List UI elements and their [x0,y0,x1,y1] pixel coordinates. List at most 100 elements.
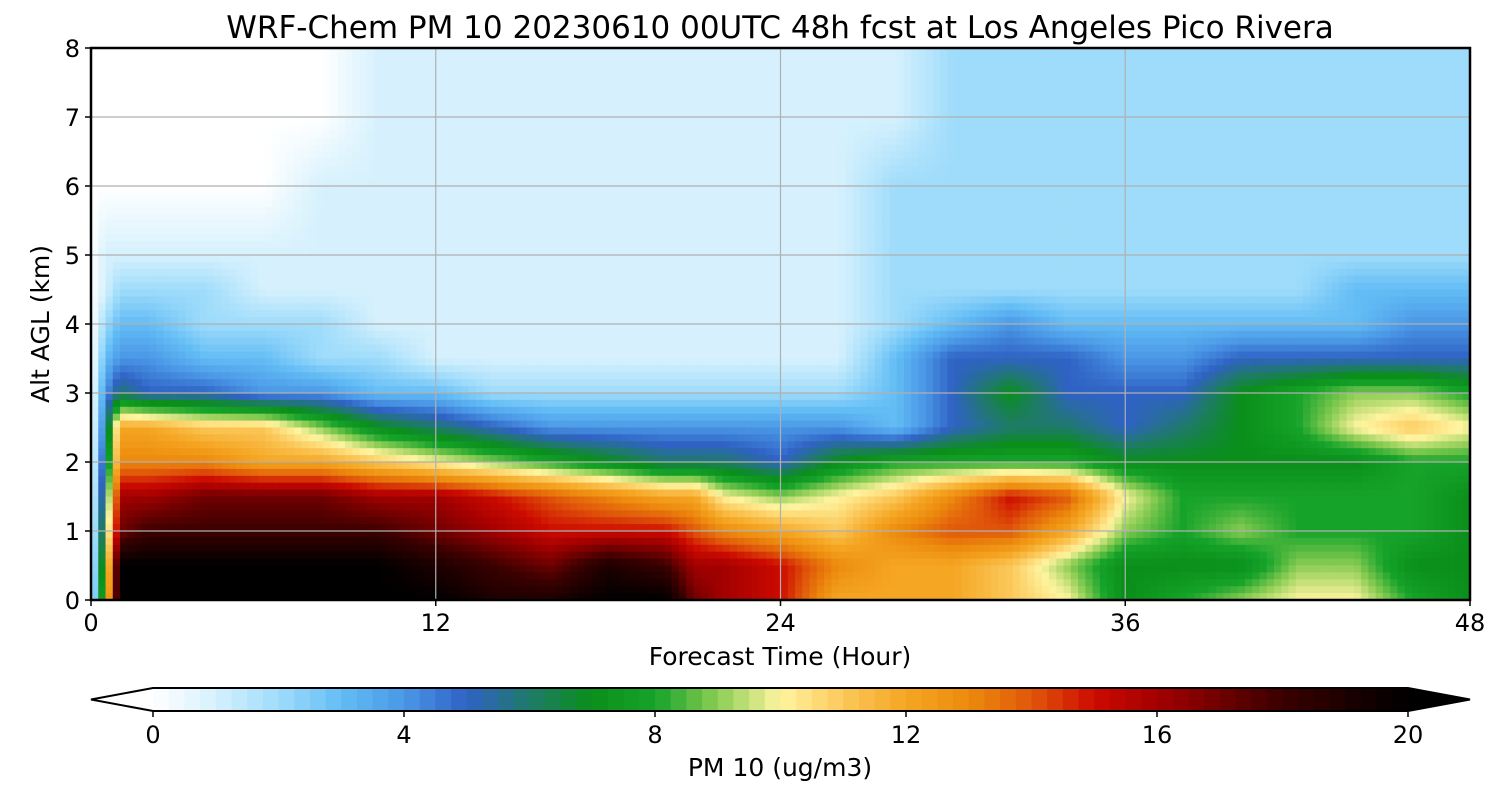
heatmap-cell [540,103,549,111]
heatmap-cell [156,144,165,153]
heatmap-cell [1346,75,1355,84]
heatmap-cell [214,172,223,180]
heatmap-cell [925,220,934,228]
heatmap-cell [1165,137,1174,146]
heatmap-cell [105,186,114,194]
heatmap-cell [446,68,455,77]
heatmap-cell [337,151,346,159]
heatmap-cell [896,89,905,97]
heatmap-cell [178,220,186,228]
heatmap-cell [1070,117,1079,125]
heatmap-cell [548,123,557,132]
heatmap-cell [635,165,644,173]
heatmap-cell [1165,68,1174,77]
heatmap-cell [1041,186,1050,194]
heatmap-cell [853,96,861,104]
heatmap-cell [1448,48,1457,56]
heatmap-cell [149,192,157,201]
heatmap-cell [686,158,695,166]
heatmap-cell [178,61,186,70]
heatmap-cell [330,144,339,153]
heatmap-cell [853,206,861,215]
heatmap-cell [1426,179,1435,187]
heatmap-cell [1063,110,1072,118]
heatmap-cell [570,213,578,222]
heatmap-cell [410,54,419,63]
heatmap-cell [1056,82,1065,90]
heatmap-cell [577,82,586,90]
heatmap-cell [838,220,847,228]
heatmap-cell [722,220,731,228]
heatmap-cell [388,61,397,70]
heatmap-cell [744,68,753,77]
heatmap-cell [940,213,949,222]
heatmap-cell [265,48,274,56]
heatmap-cell [613,186,622,194]
heatmap-cell [91,123,99,132]
heatmap-cell [228,75,237,84]
heatmap-cell [265,96,274,104]
heatmap-cell [947,206,956,215]
heatmap-cell [584,130,593,139]
heatmap-cell [1411,165,1420,173]
heatmap-cell [192,75,201,84]
heatmap-cell [664,213,673,222]
heatmap-cell [1237,75,1246,84]
heatmap-cell [664,151,673,159]
heatmap-cell [91,227,99,235]
heatmap-cell [1034,89,1043,97]
heatmap-cell [998,48,1007,56]
heatmap-cell [1078,110,1086,118]
heatmap-cell [540,89,549,97]
heatmap-cell [613,75,622,84]
heatmap-cell [628,123,636,132]
heatmap-cell [678,137,687,146]
heatmap-cell [1455,96,1464,104]
heatmap-cell [882,192,890,201]
heatmap-cell [424,123,433,132]
heatmap-cell [504,151,513,159]
heatmap-cell [1332,68,1340,77]
heatmap-cell [736,137,745,146]
heatmap-cell [1085,61,1094,70]
heatmap-cell [729,144,738,153]
heatmap-cell [715,117,724,125]
heatmap-cell [1266,130,1275,139]
heatmap-cell [1223,117,1232,125]
heatmap-cell [1157,96,1166,104]
heatmap-cell [591,172,600,180]
heatmap-cell [526,220,535,228]
heatmap-cell [889,213,898,222]
heatmap-cell [417,213,426,222]
heatmap-cell [112,158,121,166]
heatmap-cell [279,144,288,153]
heatmap-cell [976,179,985,187]
heatmap-cell [1056,179,1065,187]
heatmap-cell [635,220,644,228]
heatmap-cell [105,213,114,222]
heatmap-cell [461,75,470,84]
heatmap-cell [134,54,143,63]
heatmap-cell [816,137,825,146]
heatmap-cell [1462,192,1470,201]
heatmap-cell [882,186,890,194]
heatmap-cell [228,54,237,63]
heatmap-cell [446,75,455,84]
heatmap-cell [482,110,491,118]
heatmap-cell [577,75,586,84]
heatmap-cell [199,48,208,56]
heatmap-cell [1157,144,1166,153]
heatmap-cell [1266,172,1275,180]
heatmap-cell [990,96,999,104]
heatmap-cell [889,82,898,90]
heatmap-cell [722,123,731,132]
heatmap-cell [671,61,680,70]
heatmap-cell [642,137,651,146]
heatmap-cell [1114,220,1123,228]
heatmap-cell [1208,206,1217,215]
heatmap-cell [671,117,680,125]
heatmap-cell [1288,96,1297,104]
heatmap-cell [1433,130,1442,139]
heatmap-cell [831,82,840,90]
heatmap-cell [461,68,470,77]
